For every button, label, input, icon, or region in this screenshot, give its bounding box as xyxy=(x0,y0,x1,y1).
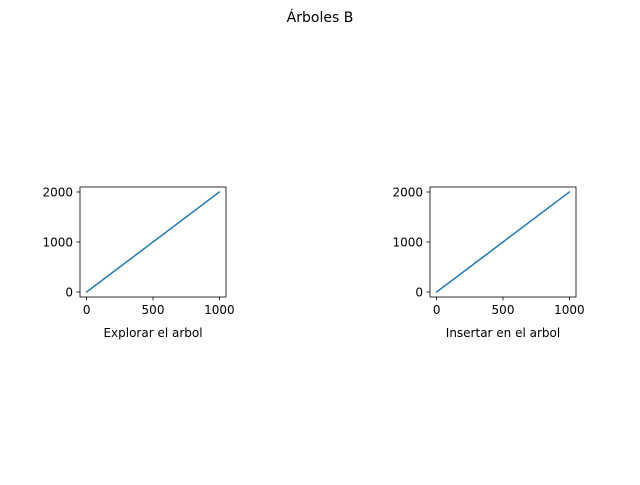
x-axis-label: Explorar el arbol xyxy=(103,326,202,340)
x-axis-label: Insertar en el arbol xyxy=(446,326,560,340)
y-tick-label: 2000 xyxy=(392,186,423,200)
y-tick-label: 1000 xyxy=(392,236,423,250)
x-tick-label: 1000 xyxy=(204,303,235,317)
x-tick-label: 0 xyxy=(433,303,441,317)
x-tick-label: 1000 xyxy=(554,303,585,317)
series-line xyxy=(435,190,571,294)
x-tick-label: 500 xyxy=(142,303,165,317)
subplot-insertar: 0 500 1000 0 1000 2000 Insertar en el arbol xyxy=(392,186,584,341)
y-tick-label: 0 xyxy=(415,286,423,300)
y-tick-label: 1000 xyxy=(42,236,73,250)
figure-title: Árboles B xyxy=(287,9,354,26)
y-tick-label: 0 xyxy=(65,286,73,300)
subplot-explorar: 0 500 1000 0 1000 2000 Explorar el arbol xyxy=(42,186,234,341)
x-tick-label: 0 xyxy=(83,303,91,317)
x-tick-label: 500 xyxy=(492,303,515,317)
y-tick-label: 2000 xyxy=(42,186,73,200)
series-line xyxy=(85,190,221,294)
